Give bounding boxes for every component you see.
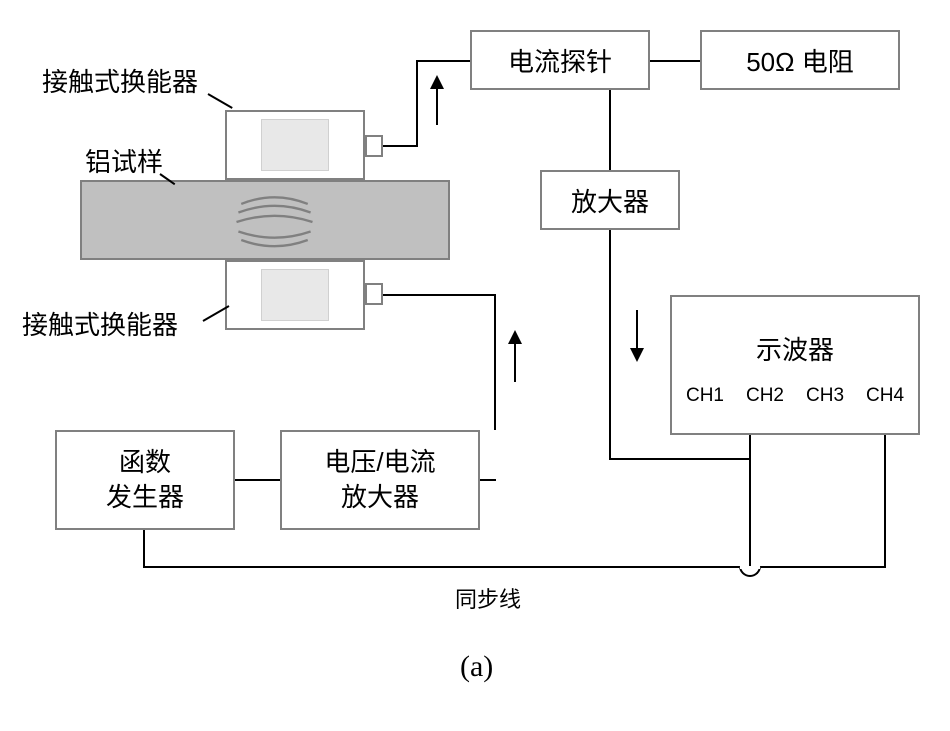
transducer-top [225, 110, 365, 180]
sync-h-right [761, 566, 886, 568]
resistor-box: 50Ω 电阻 [700, 30, 900, 90]
transducer-top-connector [365, 135, 383, 157]
wire-amp-v [609, 230, 611, 458]
wire-fg-viamp [235, 479, 280, 481]
current-probe-box: 电流探针 [470, 30, 650, 90]
leader-top [208, 93, 233, 109]
wire-vi-v [494, 294, 496, 430]
vi-amp-l2: 放大器 [341, 480, 419, 515]
arrow-up-to-probe [426, 75, 448, 125]
scope-ch3-label: CH3 [806, 385, 844, 407]
func-gen-l2: 发生器 [106, 480, 184, 515]
wire-tt-h1 [383, 145, 418, 147]
sync-v2 [884, 435, 886, 568]
func-gen-l1: 函数 [119, 445, 171, 480]
sync-h-left [143, 566, 739, 568]
amplifier-box: 放大器 [540, 170, 680, 230]
resistor-text: 50Ω 电阻 [746, 42, 854, 79]
label-sample: 铝试样 [85, 142, 163, 179]
label-bottom-transducer: 接触式换能器 [22, 305, 178, 342]
coil-icon [227, 194, 322, 250]
amplifier-text: 放大器 [571, 182, 649, 219]
arrow-down-to-scope [626, 310, 648, 362]
wire-tt-v [416, 60, 418, 147]
sync-v1 [143, 530, 145, 568]
wire-probe-amp [609, 90, 611, 170]
transducer-top-inner [261, 119, 329, 171]
label-sync-line: 同步线 [455, 582, 521, 614]
scope-ch2-label: CH2 [746, 385, 784, 407]
wire-probe-resistor [650, 60, 700, 62]
scope-ch1-label: CH1 [686, 385, 724, 407]
vi-amplifier-box: 电压/电流 放大器 [280, 430, 480, 530]
vi-amp-l1: 电压/电流 [324, 445, 435, 480]
wire-vi-h1 [480, 479, 496, 481]
ch1-feed-below-hop [749, 435, 751, 566]
current-probe-text: 电流探针 [508, 42, 612, 79]
wire-amp-to-ch1-h [609, 458, 751, 460]
transducer-bottom-inner [261, 269, 329, 321]
label-top-transducer: 接触式换能器 [42, 62, 198, 99]
transducer-bottom-connector [365, 283, 383, 305]
function-generator-box: 函数 发生器 [55, 430, 235, 530]
transducer-bottom [225, 260, 365, 330]
caption: (a) [460, 650, 493, 684]
aluminum-sample [80, 180, 450, 260]
wire-tt-h2 [416, 60, 470, 62]
wire-vi-h2 [383, 294, 496, 296]
scope-title: 示波器 [756, 330, 834, 367]
diagram-canvas: 接触式换能器 铝试样 接触式换能器 同步线 (a) 电流探针 50Ω 电阻 放大… [0, 0, 950, 731]
oscilloscope-box: 示波器 CH1 CH2 CH3 CH4 [670, 295, 920, 435]
scope-ch4-label: CH4 [866, 385, 904, 407]
arrow-up-to-bottom-transducer [504, 330, 526, 382]
